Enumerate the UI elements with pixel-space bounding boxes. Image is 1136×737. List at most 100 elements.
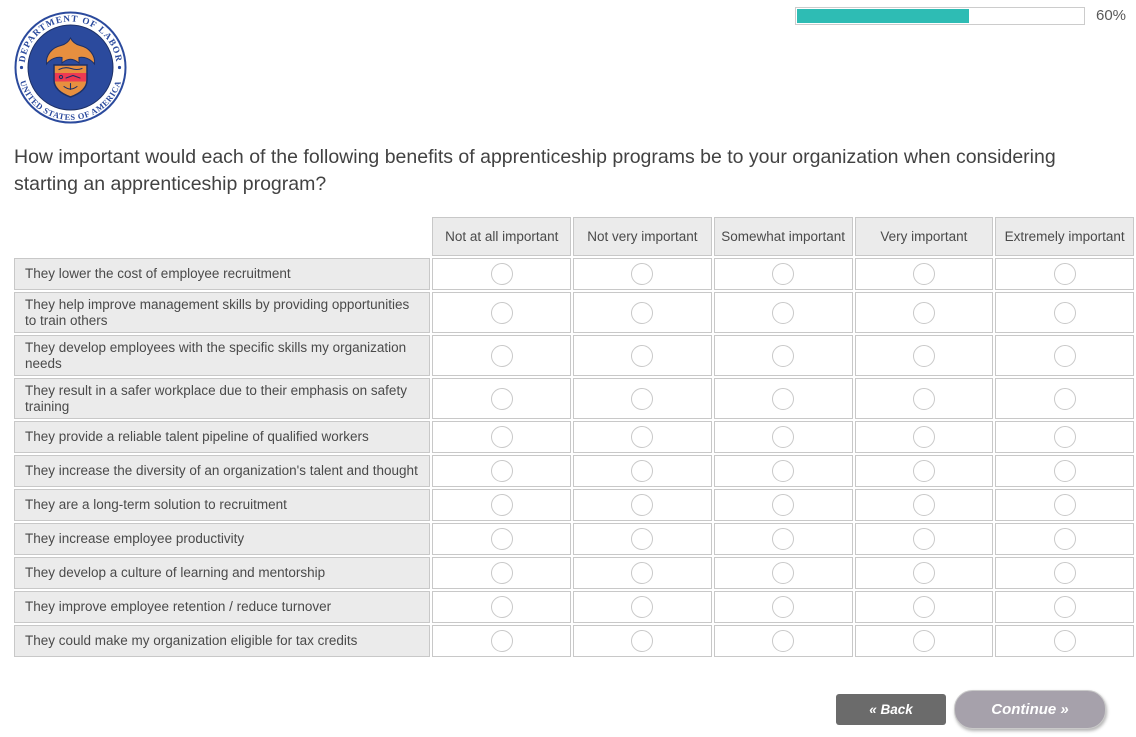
radio-button[interactable] (631, 387, 654, 410)
radio-button[interactable] (1053, 562, 1076, 584)
matrix-choice-cell[interactable] (713, 335, 853, 376)
radio-button[interactable] (490, 263, 513, 285)
radio-button[interactable] (631, 460, 654, 482)
matrix-choice-cell[interactable] (573, 625, 712, 657)
radio-button[interactable] (1053, 596, 1076, 618)
matrix-choice-cell[interactable] (432, 421, 572, 453)
radio-button[interactable] (1053, 263, 1076, 285)
matrix-choice-cell[interactable] (432, 455, 572, 487)
radio-button[interactable] (490, 460, 513, 482)
radio-button[interactable] (490, 630, 513, 652)
radio-button[interactable] (631, 596, 654, 618)
matrix-choice-cell[interactable] (854, 292, 994, 333)
matrix-choice-cell[interactable] (713, 378, 853, 419)
radio-button[interactable] (772, 596, 795, 618)
matrix-choice-cell[interactable] (713, 489, 853, 521)
matrix-choice-cell[interactable] (713, 625, 853, 657)
radio-button[interactable] (912, 344, 935, 367)
matrix-choice-cell[interactable] (573, 489, 712, 521)
matrix-choice-cell[interactable] (854, 523, 994, 555)
matrix-choice-cell[interactable] (995, 489, 1134, 521)
radio-button[interactable] (912, 596, 935, 618)
radio-button[interactable] (772, 528, 795, 550)
matrix-choice-cell[interactable] (995, 557, 1134, 589)
radio-button[interactable] (1053, 387, 1076, 410)
radio-button[interactable] (631, 426, 654, 448)
radio-button[interactable] (631, 263, 654, 285)
matrix-choice-cell[interactable] (854, 421, 994, 453)
radio-button[interactable] (490, 562, 513, 584)
matrix-choice-cell[interactable] (432, 378, 572, 419)
radio-button[interactable] (912, 562, 935, 584)
radio-button[interactable] (1053, 494, 1076, 516)
radio-button[interactable] (772, 263, 795, 285)
radio-button[interactable] (772, 301, 795, 324)
matrix-choice-cell[interactable] (432, 258, 572, 290)
matrix-choice-cell[interactable] (573, 258, 712, 290)
radio-button[interactable] (631, 301, 654, 324)
radio-button[interactable] (631, 562, 654, 584)
matrix-choice-cell[interactable] (573, 335, 712, 376)
radio-button[interactable] (772, 426, 795, 448)
matrix-choice-cell[interactable] (995, 258, 1134, 290)
radio-button[interactable] (912, 301, 935, 324)
matrix-choice-cell[interactable] (854, 489, 994, 521)
matrix-choice-cell[interactable] (432, 523, 572, 555)
matrix-choice-cell[interactable] (854, 335, 994, 376)
radio-button[interactable] (912, 460, 935, 482)
matrix-choice-cell[interactable] (854, 378, 994, 419)
matrix-choice-cell[interactable] (995, 455, 1134, 487)
matrix-choice-cell[interactable] (573, 292, 712, 333)
radio-button[interactable] (772, 630, 795, 652)
radio-button[interactable] (1053, 630, 1076, 652)
matrix-choice-cell[interactable] (713, 591, 853, 623)
radio-button[interactable] (1053, 528, 1076, 550)
matrix-choice-cell[interactable] (713, 523, 853, 555)
radio-button[interactable] (490, 596, 513, 618)
matrix-choice-cell[interactable] (432, 557, 572, 589)
matrix-choice-cell[interactable] (995, 378, 1134, 419)
matrix-choice-cell[interactable] (573, 421, 712, 453)
radio-button[interactable] (490, 528, 513, 550)
radio-button[interactable] (1053, 460, 1076, 482)
radio-button[interactable] (1053, 344, 1076, 367)
radio-button[interactable] (912, 630, 935, 652)
radio-button[interactable] (631, 528, 654, 550)
radio-button[interactable] (631, 344, 654, 367)
matrix-choice-cell[interactable] (995, 591, 1134, 623)
matrix-choice-cell[interactable] (573, 455, 712, 487)
matrix-choice-cell[interactable] (713, 557, 853, 589)
matrix-choice-cell[interactable] (432, 625, 572, 657)
matrix-choice-cell[interactable] (432, 591, 572, 623)
matrix-choice-cell[interactable] (995, 523, 1134, 555)
radio-button[interactable] (631, 494, 654, 516)
matrix-choice-cell[interactable] (573, 523, 712, 555)
matrix-choice-cell[interactable] (432, 489, 572, 521)
matrix-choice-cell[interactable] (995, 421, 1134, 453)
matrix-choice-cell[interactable] (854, 455, 994, 487)
radio-button[interactable] (772, 344, 795, 367)
matrix-choice-cell[interactable] (995, 335, 1134, 376)
radio-button[interactable] (490, 301, 513, 324)
matrix-choice-cell[interactable] (713, 258, 853, 290)
radio-button[interactable] (490, 426, 513, 448)
matrix-choice-cell[interactable] (854, 557, 994, 589)
radio-button[interactable] (490, 494, 513, 516)
radio-button[interactable] (1053, 301, 1076, 324)
matrix-choice-cell[interactable] (995, 625, 1134, 657)
radio-button[interactable] (772, 387, 795, 410)
radio-button[interactable] (912, 263, 935, 285)
radio-button[interactable] (912, 528, 935, 550)
radio-button[interactable] (772, 494, 795, 516)
matrix-choice-cell[interactable] (432, 335, 572, 376)
matrix-choice-cell[interactable] (713, 292, 853, 333)
matrix-choice-cell[interactable] (573, 378, 712, 419)
matrix-choice-cell[interactable] (854, 258, 994, 290)
matrix-choice-cell[interactable] (854, 591, 994, 623)
radio-button[interactable] (631, 630, 654, 652)
matrix-choice-cell[interactable] (713, 455, 853, 487)
matrix-choice-cell[interactable] (573, 557, 712, 589)
matrix-choice-cell[interactable] (995, 292, 1134, 333)
radio-button[interactable] (772, 562, 795, 584)
matrix-choice-cell[interactable] (432, 292, 572, 333)
